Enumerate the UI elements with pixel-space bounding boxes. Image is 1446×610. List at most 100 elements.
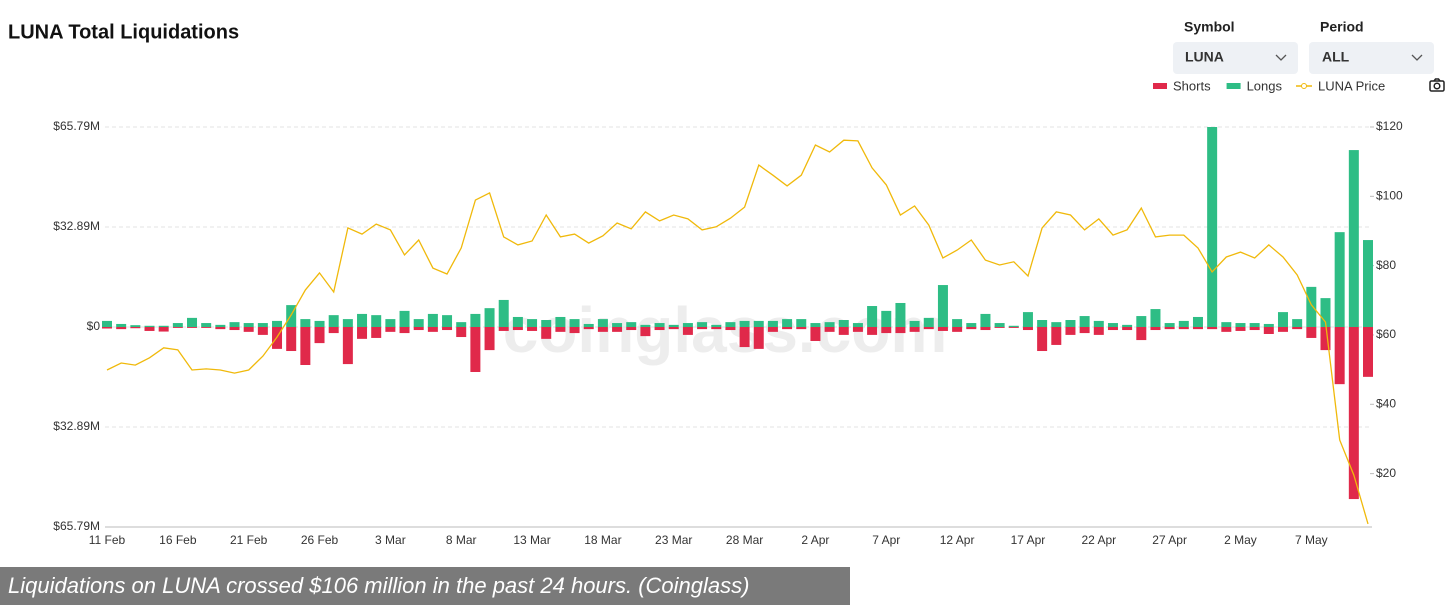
bar (1065, 327, 1076, 335)
symbol-value[interactable]: LUNA (1185, 49, 1224, 65)
bar (810, 323, 821, 327)
bar (725, 322, 736, 327)
bar (229, 322, 240, 327)
legend-swatch (1301, 83, 1307, 89)
bar (1306, 327, 1317, 338)
bar (1192, 316, 1203, 327)
bar (852, 323, 863, 327)
bar (881, 327, 892, 334)
bar (767, 327, 778, 332)
bar (895, 327, 906, 334)
bar (668, 324, 679, 327)
bar (1079, 316, 1090, 327)
y2-tick-label: $120 (1376, 119, 1403, 133)
bar (555, 316, 566, 327)
bar (796, 327, 807, 330)
bar (1051, 322, 1062, 327)
bar (1079, 327, 1090, 334)
bar (541, 320, 552, 327)
symbol-select[interactable] (1173, 42, 1298, 74)
bar (980, 313, 991, 327)
bar (668, 327, 679, 330)
watermark: coinglass.com (503, 294, 948, 366)
bar (357, 327, 368, 339)
dropdown-arrow (1275, 54, 1287, 61)
bar (413, 319, 424, 327)
bar (1306, 286, 1317, 327)
bar (824, 322, 835, 327)
bar (597, 327, 608, 332)
bar (895, 302, 906, 327)
bar (583, 327, 594, 330)
y2-tick-label: $40 (1376, 396, 1396, 410)
bar (1022, 312, 1033, 327)
bar (1363, 327, 1373, 377)
bar (782, 319, 793, 327)
bar (371, 315, 382, 327)
bar (512, 316, 523, 327)
bar (1235, 327, 1246, 331)
bar (342, 327, 353, 365)
bar (1051, 327, 1062, 345)
bar (243, 327, 254, 332)
camera-icon[interactable] (1429, 78, 1445, 92)
bar (1348, 327, 1359, 500)
bar (569, 327, 580, 334)
bar (654, 323, 665, 327)
x-tick-label: 2 May (1224, 533, 1257, 547)
bar (1235, 323, 1246, 327)
y2-tick-label: $100 (1376, 188, 1403, 202)
bar (1348, 150, 1359, 327)
y-tick-label: $65.79M (53, 119, 100, 133)
bar (867, 327, 878, 335)
bar (484, 327, 495, 351)
bar (541, 327, 552, 339)
bar (682, 327, 693, 335)
bar (1164, 323, 1175, 327)
bar (1122, 324, 1133, 327)
x-tick-label: 28 Mar (726, 533, 763, 547)
bar (767, 320, 778, 327)
bar (498, 327, 509, 331)
period-value[interactable]: ALL (1322, 49, 1350, 65)
caption: Liquidations on LUNA crossed $106 millio… (8, 573, 749, 598)
bar (158, 325, 169, 327)
bar (697, 327, 708, 330)
bar (966, 327, 977, 330)
bar (626, 322, 637, 327)
bar (952, 327, 963, 332)
bar (470, 313, 481, 327)
x-tick-label: 7 May (1295, 533, 1328, 547)
bar (1320, 298, 1331, 327)
bar (442, 315, 453, 327)
x-tick-label: 16 Feb (159, 533, 197, 547)
bar (399, 327, 410, 334)
bar (980, 327, 991, 331)
bar (682, 323, 693, 327)
symbol-label: Symbol (1184, 19, 1235, 35)
legend-swatch (1153, 83, 1167, 89)
bar (923, 327, 934, 330)
bar (1334, 327, 1345, 385)
bar (952, 319, 963, 327)
bar (555, 327, 566, 332)
bar (527, 327, 538, 331)
bar (1178, 327, 1189, 330)
bar (838, 320, 849, 327)
bar (102, 320, 112, 327)
bar (1037, 327, 1048, 352)
bar (1263, 327, 1274, 334)
bar (130, 327, 141, 329)
dropdown-arrow (1411, 54, 1423, 61)
bar (357, 313, 368, 327)
bar (470, 327, 481, 372)
x-tick-label: 21 Feb (230, 533, 268, 547)
bar (1277, 327, 1288, 332)
bar (711, 327, 722, 330)
bar (257, 323, 268, 327)
period-select[interactable] (1309, 42, 1434, 74)
x-tick-label: 8 Mar (446, 533, 477, 547)
bar (1008, 327, 1019, 328)
bar (1221, 327, 1232, 332)
bar (201, 327, 212, 328)
